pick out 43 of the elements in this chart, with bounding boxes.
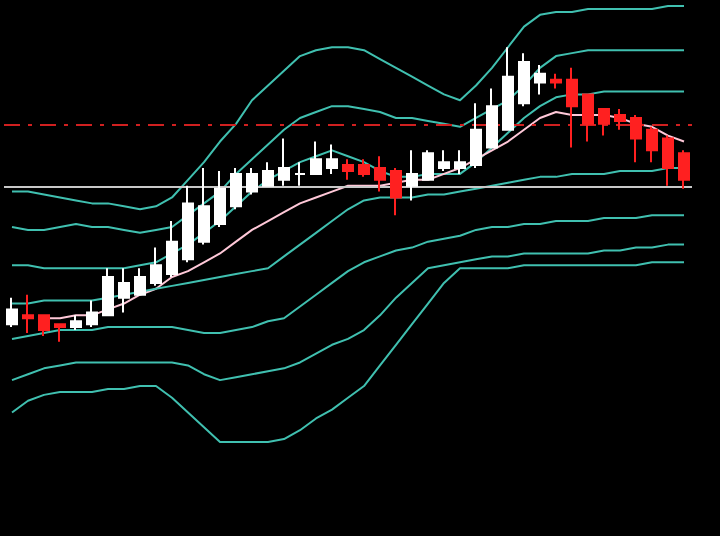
candlestick: [406, 149, 418, 202]
candlestick: [614, 108, 626, 131]
candlestick: [422, 149, 434, 181]
candlestick: [6, 296, 18, 329]
candlestick: [550, 72, 562, 90]
candlestick: [486, 87, 498, 149]
candlestick: [678, 149, 690, 190]
candlestick: [310, 140, 322, 175]
candlestick: [230, 167, 242, 211]
candlestick: [518, 52, 530, 108]
candlestick: [262, 161, 274, 187]
candlestick: [374, 155, 386, 193]
candlestick: [86, 299, 98, 329]
candlestick: [118, 267, 130, 314]
candlestick: [54, 323, 66, 343]
candlestick: [662, 134, 674, 187]
candlestick: [150, 246, 162, 287]
candlestick: [326, 143, 338, 175]
candlestick: [582, 93, 594, 143]
candlestick: [38, 314, 50, 337]
candlestick: [390, 167, 402, 217]
candlestick: [438, 149, 450, 172]
candlestick: [630, 114, 642, 164]
candlestick: [22, 293, 34, 334]
candlestick: [646, 125, 658, 164]
candlestick: [214, 169, 226, 228]
candlestick: [294, 161, 306, 187]
candlestick: [598, 108, 610, 137]
candlestick: [246, 167, 258, 196]
candlestick: [534, 63, 546, 96]
candlestick: [182, 184, 194, 264]
candlestick: [70, 314, 82, 332]
candlestick: [198, 167, 210, 246]
candlestick: [502, 46, 514, 131]
candlestick: [102, 267, 114, 317]
candlestick: [342, 158, 354, 181]
candlestick: [278, 137, 290, 187]
candlestick: [358, 158, 370, 178]
candlestick: [566, 66, 578, 149]
candlestick: [166, 220, 178, 279]
candlestick: [470, 102, 482, 170]
candlestick: [134, 267, 146, 296]
candlestick: [454, 149, 466, 175]
